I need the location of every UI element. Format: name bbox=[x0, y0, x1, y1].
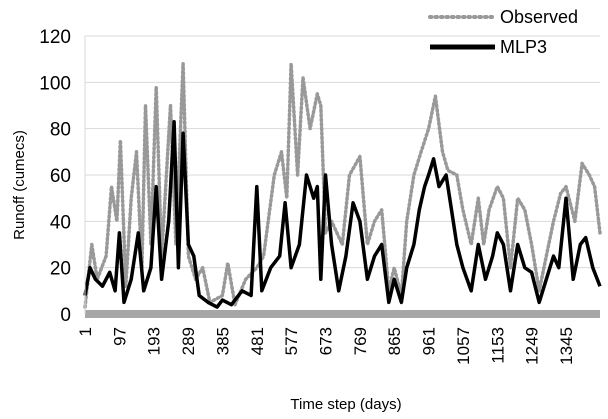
x-tick-label: 865 bbox=[385, 327, 404, 355]
y-tick-label: 120 bbox=[39, 27, 71, 48]
y-tick-label: 40 bbox=[50, 212, 71, 233]
legend-observed-label: Observed bbox=[500, 7, 578, 27]
y-tick-label: 100 bbox=[39, 73, 71, 94]
x-tick-label: 1057 bbox=[454, 327, 473, 365]
x-tick-label: 193 bbox=[145, 327, 164, 355]
x-tick-label: 577 bbox=[282, 327, 301, 355]
x-tick-label: 1153 bbox=[488, 327, 507, 364]
y-axis-label: Runoff (cumecs) bbox=[11, 130, 28, 240]
legend: Observed MLP3 bbox=[428, 7, 578, 57]
plot-series bbox=[83, 62, 602, 309]
x-tick-label: 1249 bbox=[523, 327, 542, 365]
x-tick-label: 1 bbox=[76, 327, 95, 336]
series-line-mlp3 bbox=[83, 119, 602, 309]
x-tick-label: 673 bbox=[317, 327, 336, 355]
y-tick-label: 60 bbox=[50, 166, 71, 187]
legend-mlp3-label: MLP3 bbox=[500, 37, 547, 57]
y-axis: 0 20 40 60 80 100 120 bbox=[39, 27, 86, 326]
x-tick-label: 769 bbox=[351, 327, 370, 355]
x-axis-band bbox=[85, 310, 600, 318]
x-axis-label: Time step (days) bbox=[290, 396, 401, 413]
x-tick-label: 97 bbox=[110, 327, 129, 346]
y-tick-label: 0 bbox=[60, 305, 71, 326]
y-tick-label: 20 bbox=[50, 259, 71, 280]
x-tick-label: 481 bbox=[248, 327, 267, 355]
x-tick-label: 385 bbox=[213, 327, 232, 355]
y-tick-label: 80 bbox=[50, 120, 71, 141]
x-tick-label: 961 bbox=[420, 327, 439, 355]
x-tick-label: 1345 bbox=[557, 327, 576, 365]
series-line-observed bbox=[83, 62, 602, 309]
x-tick-label: 289 bbox=[179, 327, 198, 355]
x-axis: 1 97 193 289 385 481 577 673 769 865 961 1057 1153 12… bbox=[76, 310, 600, 365]
